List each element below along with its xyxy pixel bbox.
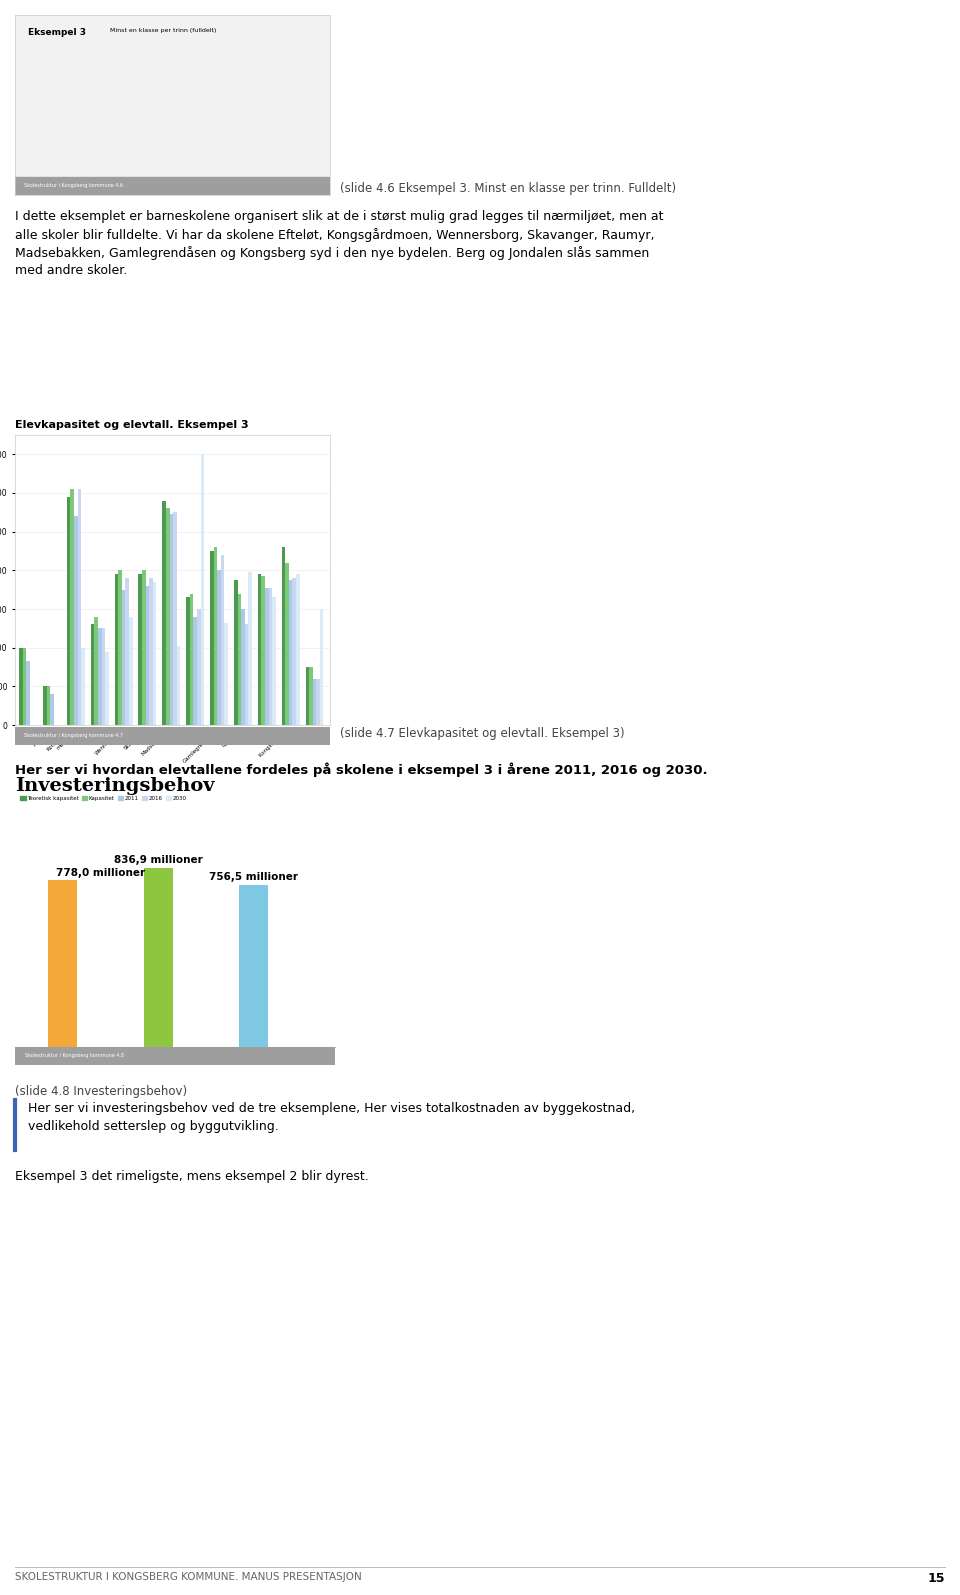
Bar xyxy=(296,574,300,726)
Bar xyxy=(146,585,149,726)
Bar xyxy=(217,571,221,726)
Bar xyxy=(281,547,285,726)
Bar xyxy=(15,177,330,195)
Bar xyxy=(249,573,252,726)
Text: (slide 4.7 Elevkapasitet og elevtall. Eksempel 3): (slide 4.7 Elevkapasitet og elevtall. Ek… xyxy=(340,727,625,740)
Bar xyxy=(138,574,142,726)
Bar xyxy=(237,593,241,726)
Bar xyxy=(23,648,26,726)
Text: Eksempel 3 det rimeligste, mens eksempel 2 blir dyrest.: Eksempel 3 det rimeligste, mens eksempel… xyxy=(15,1171,369,1183)
Legend: Teoretisk kapasitet, Kapasitet, 2011, 2016, 2030: Teoretisk kapasitet, Kapasitet, 2011, 20… xyxy=(18,794,189,804)
Bar xyxy=(293,577,296,726)
Text: Skolestruktur i Kongsberg kommune 4.6: Skolestruktur i Kongsberg kommune 4.6 xyxy=(24,183,124,188)
Bar xyxy=(201,455,204,726)
Bar xyxy=(50,694,54,726)
Bar xyxy=(258,574,261,726)
Text: 836,9 millioner: 836,9 millioner xyxy=(114,855,203,864)
Bar xyxy=(210,550,214,726)
Bar xyxy=(225,622,228,726)
Text: Her ser vi hvordan elevtallene fordeles på skolene i eksempel 3 i årene 2011, 20: Her ser vi hvordan elevtallene fordeles … xyxy=(15,762,708,777)
Text: vedlikehold setterslep og byggutvikling.: vedlikehold setterslep og byggutvikling. xyxy=(28,1120,278,1132)
Bar xyxy=(162,501,166,726)
Text: 15: 15 xyxy=(927,1573,945,1585)
Bar xyxy=(269,587,272,726)
Text: (slide 4.6 Eksempel 3. Minst en klasse per trinn. Fulldelt): (slide 4.6 Eksempel 3. Minst en klasse p… xyxy=(340,182,676,195)
Bar xyxy=(149,577,153,726)
Bar xyxy=(153,582,156,726)
Text: Elevkapasitet og elevtall. Eksempel 3: Elevkapasitet og elevtall. Eksempel 3 xyxy=(15,419,249,431)
Bar xyxy=(142,571,146,726)
Text: Skolestruktur i Kongsberg kommune 4.7: Skolestruktur i Kongsberg kommune 4.7 xyxy=(24,734,124,738)
Bar xyxy=(177,646,180,726)
Bar xyxy=(105,651,108,726)
Bar xyxy=(47,686,50,726)
Text: Her ser vi investeringsbehov ved de tre eksemplene, Her vises totalkostnaden av : Her ser vi investeringsbehov ved de tre … xyxy=(28,1102,636,1115)
Bar xyxy=(320,609,324,726)
Text: med andre skoler.: med andre skoler. xyxy=(15,265,128,278)
Text: 778,0 millioner: 778,0 millioner xyxy=(56,868,145,877)
Bar xyxy=(313,678,316,726)
Bar xyxy=(190,593,193,726)
Bar xyxy=(94,617,98,726)
Bar xyxy=(70,490,74,726)
Text: I dette eksemplet er barneskolene organisert slik at de i størst mulig grad legg: I dette eksemplet er barneskolene organi… xyxy=(15,211,663,223)
Bar xyxy=(82,648,84,726)
Bar xyxy=(272,598,276,726)
Bar xyxy=(98,628,102,726)
Bar xyxy=(305,667,309,726)
Bar xyxy=(74,517,78,726)
Bar xyxy=(91,625,94,726)
Bar xyxy=(118,571,122,726)
Bar xyxy=(234,581,237,726)
Text: SKOLESTRUKTUR I KONGSBERG KOMMUNE. MANUS PRESENTASJON: SKOLESTRUKTUR I KONGSBERG KOMMUNE. MANUS… xyxy=(15,1573,362,1582)
Bar xyxy=(241,609,245,726)
Bar xyxy=(170,514,173,726)
Bar xyxy=(309,667,313,726)
Bar xyxy=(316,678,320,726)
Text: Eksempel 3: Eksempel 3 xyxy=(28,27,85,37)
Text: Investeringsbehov: Investeringsbehov xyxy=(15,777,214,796)
Bar xyxy=(19,648,23,726)
Bar xyxy=(67,498,70,726)
Text: Madsebakken, Gamlegrendåsen og Kongsberg syd i den nye bydelen. Berg og Jondalen: Madsebakken, Gamlegrendåsen og Kongsberg… xyxy=(15,246,649,260)
Bar xyxy=(78,490,82,726)
Text: 756,5 millioner: 756,5 millioner xyxy=(209,872,299,882)
Bar xyxy=(285,563,289,726)
Text: Minst en klasse per trinn (fulldelt): Minst en klasse per trinn (fulldelt) xyxy=(109,27,216,32)
Bar xyxy=(186,598,190,726)
Bar xyxy=(43,686,47,726)
Bar xyxy=(221,555,225,726)
Text: Skolestruktur i Kongsberg kommune 4.8: Skolestruktur i Kongsberg kommune 4.8 xyxy=(25,1054,124,1059)
Bar xyxy=(26,662,30,726)
Bar xyxy=(197,609,201,726)
Bar xyxy=(245,625,249,726)
Bar xyxy=(214,547,217,726)
Bar xyxy=(126,577,129,726)
Bar xyxy=(239,885,268,1046)
Bar xyxy=(122,590,126,726)
Bar xyxy=(261,576,265,726)
Text: (slide 4.8 Investeringsbehov): (slide 4.8 Investeringsbehov) xyxy=(15,1085,187,1097)
Bar xyxy=(144,868,173,1046)
Bar xyxy=(265,587,269,726)
Bar xyxy=(193,617,197,726)
Bar xyxy=(289,581,293,726)
Bar xyxy=(114,574,118,726)
Bar xyxy=(129,617,132,726)
Bar xyxy=(173,512,177,726)
Bar xyxy=(102,628,105,726)
Bar xyxy=(48,880,77,1046)
Text: alle skoler blir fulldelte. Vi har da skolene Efteløt, Kongsgårdmoen, Wennersbor: alle skoler blir fulldelte. Vi har da sk… xyxy=(15,228,655,242)
Bar xyxy=(166,509,170,726)
